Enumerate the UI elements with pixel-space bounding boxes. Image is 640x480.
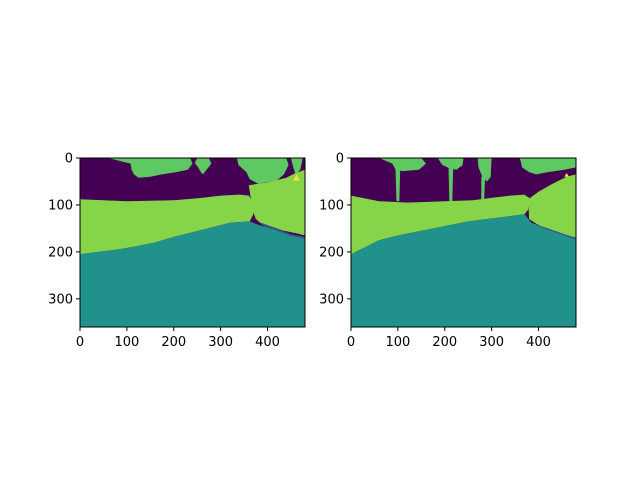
axes-frame xyxy=(79,157,306,328)
x-tick-label: 100 xyxy=(385,335,410,350)
axes-panel-2: 0 100 200 300 400 0 100 200 300 xyxy=(319,152,577,350)
region-tree xyxy=(448,168,454,202)
segmentation-image xyxy=(351,158,576,327)
x-tick-label: 300 xyxy=(208,335,233,350)
axes-panel-1: 0 100 200 300 400 0 100 200 300 xyxy=(48,152,306,350)
y-tick-label: 200 xyxy=(319,245,344,260)
region-highlight xyxy=(293,174,300,181)
region-vegetation xyxy=(528,174,576,241)
region-highlight xyxy=(564,173,569,177)
x-tick-label: 100 xyxy=(114,335,139,350)
region-tree xyxy=(481,176,486,201)
y-tick-label: 0 xyxy=(336,152,344,167)
region-tree xyxy=(477,158,492,182)
region-ground xyxy=(351,214,576,327)
segmentation-image xyxy=(80,158,305,327)
region-tree xyxy=(519,158,576,175)
x-tick-label: 400 xyxy=(255,335,280,350)
region-tree xyxy=(395,169,401,202)
x-tick-label: 300 xyxy=(479,335,504,350)
x-tick-label: 200 xyxy=(432,335,457,350)
region-tree xyxy=(194,158,212,175)
region-vegetation xyxy=(351,194,530,255)
region-tree xyxy=(290,158,303,175)
x-tick-label: 200 xyxy=(161,335,186,350)
y-tick-label: 100 xyxy=(48,198,73,213)
y-tick-label: 300 xyxy=(48,292,73,307)
y-tick-label: 100 xyxy=(319,198,344,213)
region-tree xyxy=(379,158,426,172)
x-tick-label: 0 xyxy=(76,335,84,350)
y-tick-label: 0 xyxy=(65,152,73,167)
region-vegetation xyxy=(80,194,254,255)
region-tree xyxy=(437,158,464,170)
x-tick-label: 400 xyxy=(526,335,551,350)
region-ground xyxy=(80,221,305,327)
axes-group: 0 100 200 300 400 0 100 200 300 0 100 200 300 400 0 100… xyxy=(48,152,577,350)
y-tick-label: 300 xyxy=(319,292,344,307)
y-tick-label: 200 xyxy=(48,245,73,260)
axes-frame xyxy=(350,157,577,328)
x-tick-label: 0 xyxy=(347,335,355,350)
region-vegetation xyxy=(248,169,305,236)
region-tree xyxy=(237,158,289,184)
region-tree xyxy=(108,158,193,178)
